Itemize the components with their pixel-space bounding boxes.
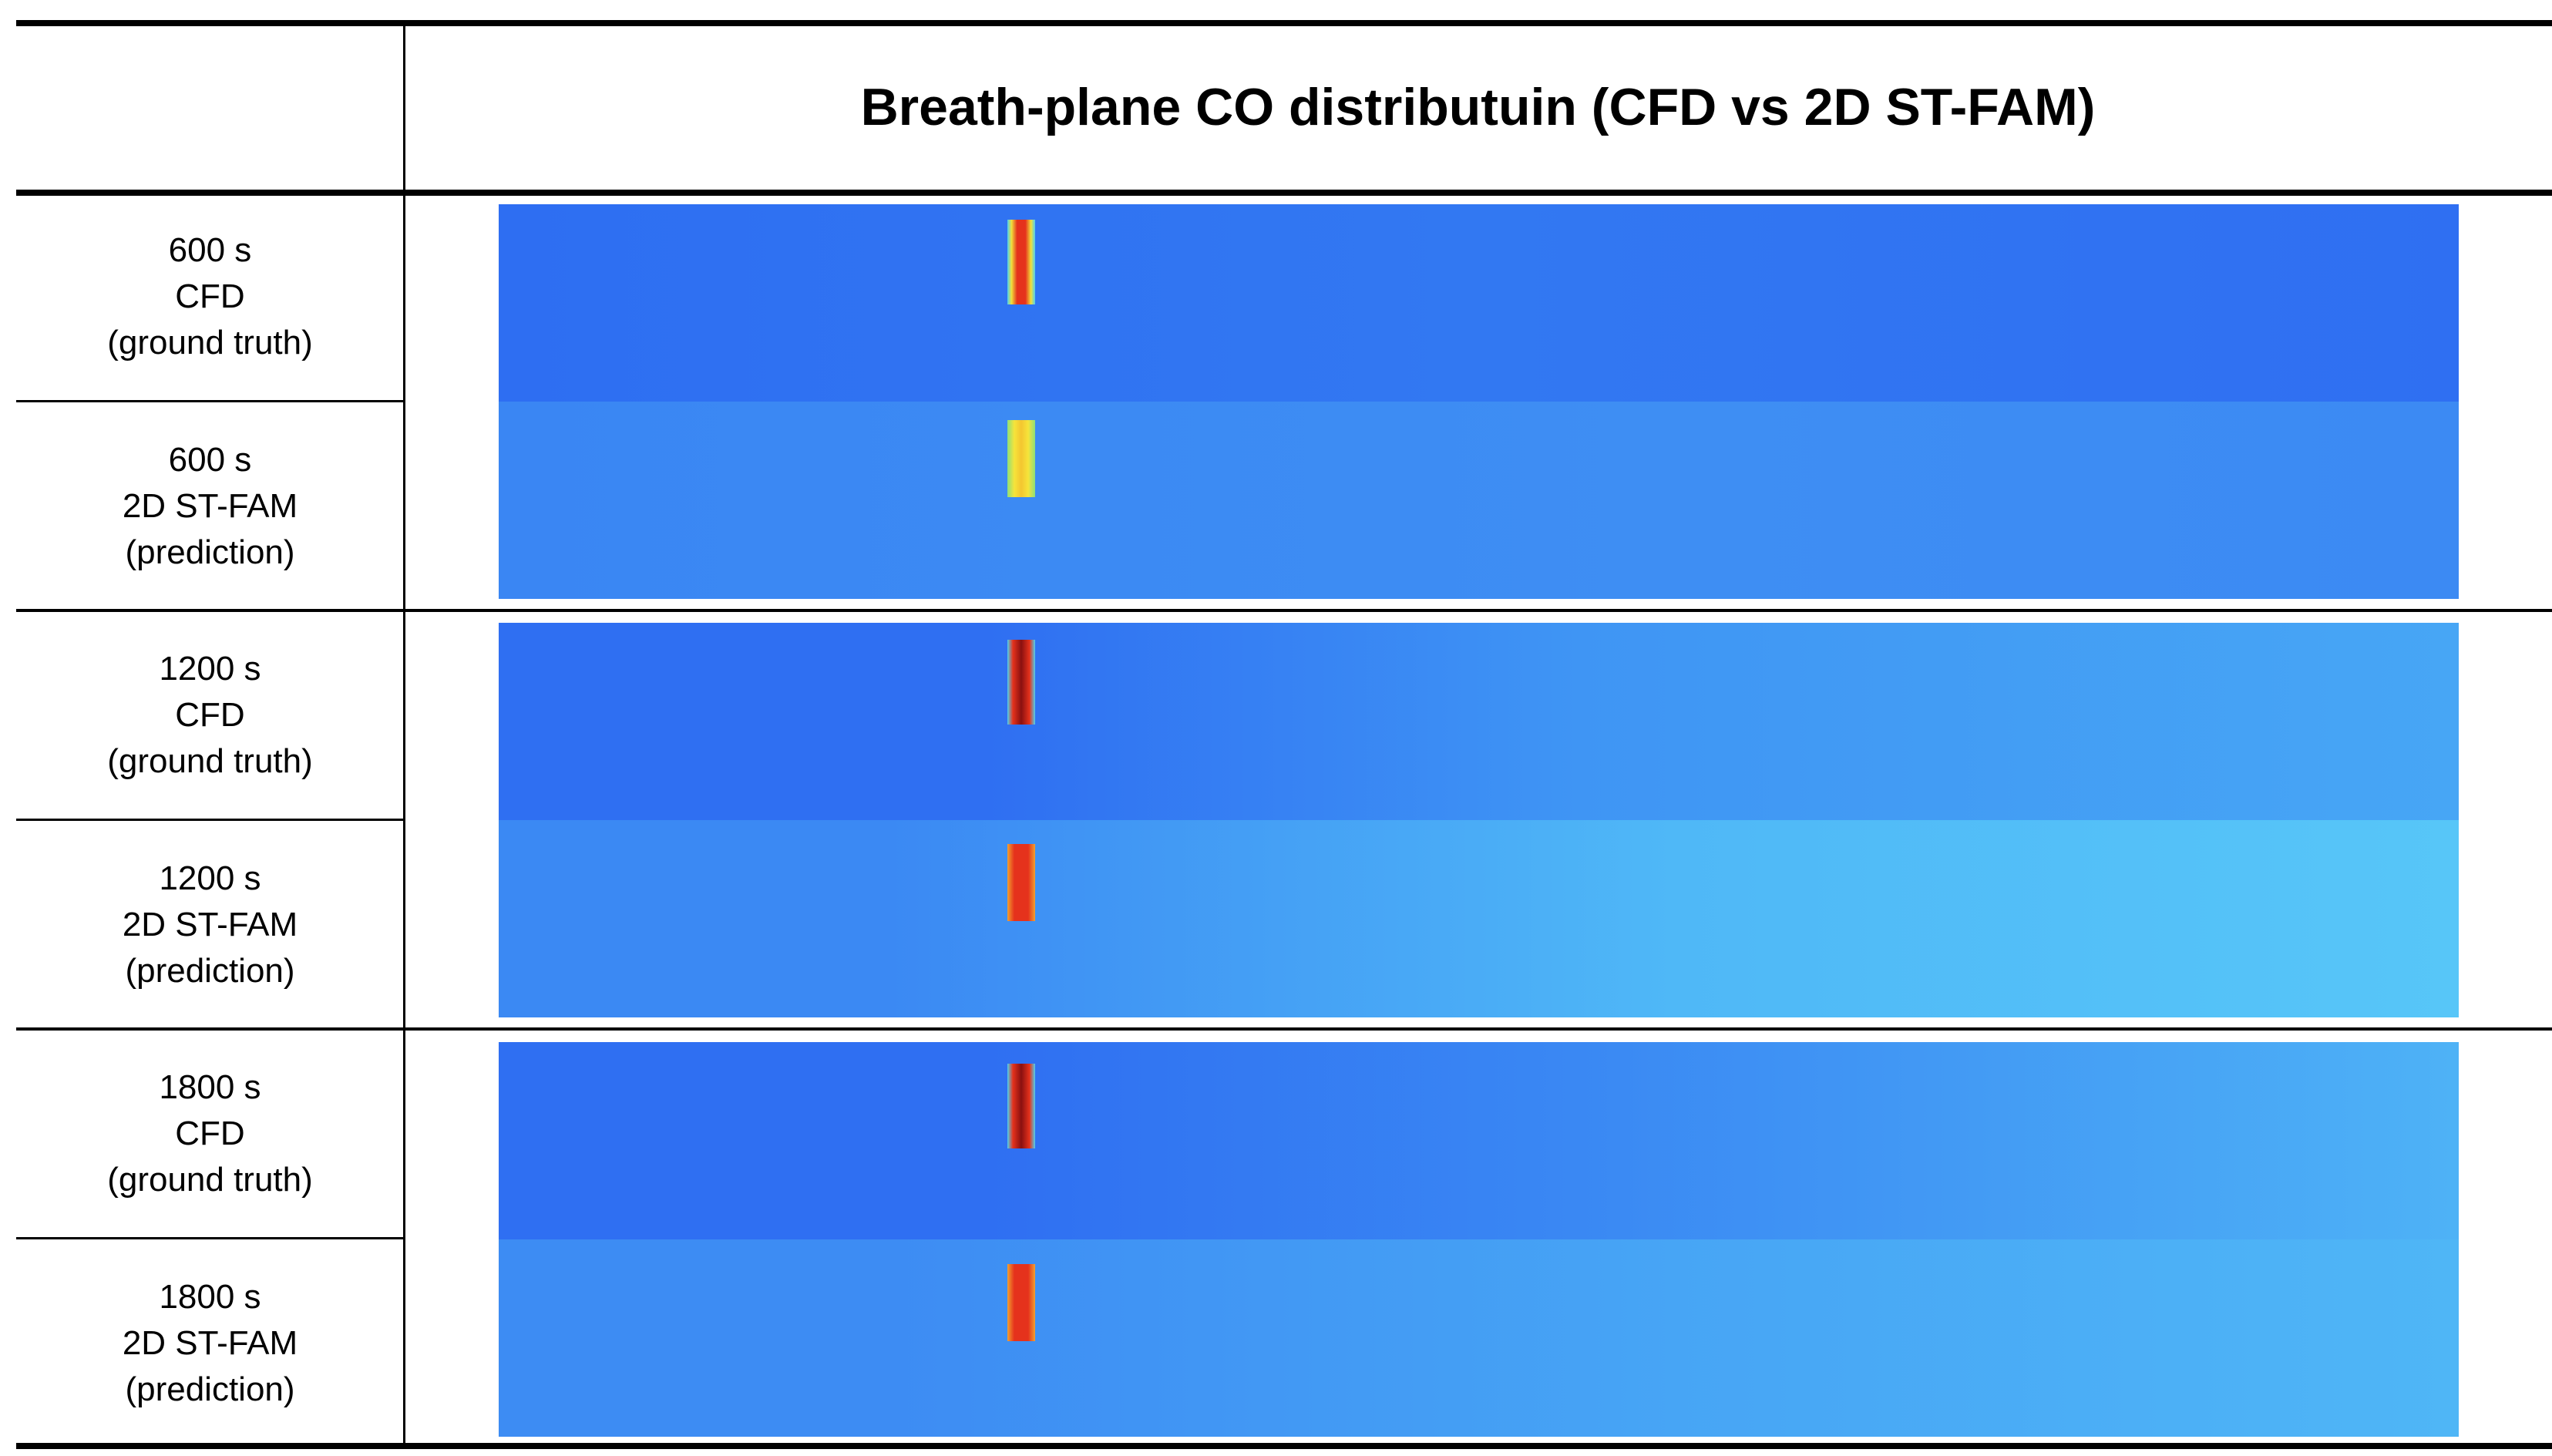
hotspot xyxy=(1007,1264,1035,1341)
heatmap-panel xyxy=(499,402,2459,599)
row-label: 2D ST-FAM xyxy=(122,906,298,943)
group-rule xyxy=(16,609,2552,612)
row-label: 600 s xyxy=(168,231,252,269)
row-label: 2D ST-FAM xyxy=(122,1324,298,1362)
row-label: (ground truth) xyxy=(107,742,313,780)
row-rule xyxy=(16,400,404,402)
heatmap-panel xyxy=(499,1239,2459,1437)
row-label: (ground truth) xyxy=(107,324,313,361)
row-label: (prediction) xyxy=(125,952,295,990)
row-label: CFD xyxy=(175,277,245,315)
row-rule xyxy=(16,819,404,821)
row-label: 1800 s xyxy=(159,1278,261,1316)
row-label: 1200 s xyxy=(159,650,261,688)
row-label: CFD xyxy=(175,696,245,734)
heatmap-panel xyxy=(499,820,2459,1017)
hotspot xyxy=(1007,844,1035,921)
figure-title: Breath-plane CO distributuin (CFD vs 2D … xyxy=(860,78,2096,136)
row-label: (ground truth) xyxy=(107,1161,313,1199)
row-label: (prediction) xyxy=(125,533,295,571)
row-label: 1800 s xyxy=(159,1068,261,1106)
row-label: 2D ST-FAM xyxy=(122,487,298,525)
heatmap-panel xyxy=(499,623,2459,820)
row-label: 1200 s xyxy=(159,859,261,897)
hotspot xyxy=(1007,220,1035,304)
heatmap-panel xyxy=(499,204,2459,402)
rule-bottom xyxy=(16,1443,2552,1449)
column-divider xyxy=(403,23,405,1446)
rule-header xyxy=(16,190,2552,196)
group-rule xyxy=(16,1027,2552,1031)
row-rule xyxy=(16,1237,404,1239)
heatmap-panel xyxy=(499,1042,2459,1239)
row-label: 600 s xyxy=(168,441,252,479)
row-label: (prediction) xyxy=(125,1370,295,1408)
rule-top xyxy=(16,20,2552,26)
hotspot xyxy=(1007,1064,1035,1148)
hotspot xyxy=(1007,640,1035,725)
hotspot xyxy=(1007,420,1035,497)
row-label: CFD xyxy=(175,1115,245,1152)
